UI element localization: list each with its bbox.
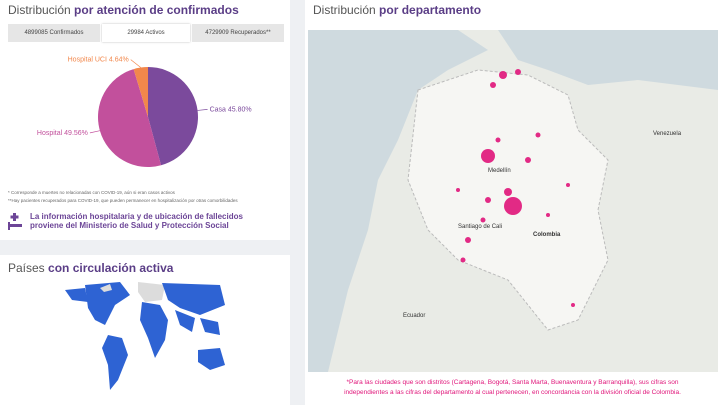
panel-title: Distribución por atención de confirmados xyxy=(8,3,239,17)
panel-title: Distribución por departamento xyxy=(313,3,481,17)
countries-panel: Países con circulación activa xyxy=(0,255,290,405)
banner-line: La información hospitalaria y de ubicaci… xyxy=(30,212,243,221)
panel-title: Países con circulación activa xyxy=(8,261,173,275)
title-light: Distribución xyxy=(313,3,376,17)
slice-value: 45.80% xyxy=(228,106,252,113)
map: Venezuela Medellín Colombia Santiago de … xyxy=(308,30,718,372)
slice-label: Hospital UCI 4.64% xyxy=(68,57,129,64)
title-bold: por atención de confirmados xyxy=(74,3,239,17)
title-light: Países xyxy=(8,261,45,275)
pie-chart: Casa 45.80% Hospital 49.56% Hospital UCI 4… xyxy=(37,57,252,167)
world-map xyxy=(65,282,225,390)
banner-line: proviene del Ministerio de Salud y Prote… xyxy=(30,221,229,230)
map-label: Santiago de Cali xyxy=(458,224,502,230)
department-panel: Distribución por departamento Venezuela … xyxy=(305,0,720,405)
slice-value: 49.56% xyxy=(64,130,88,137)
footnote-line: *Para las ciudades que son distritos (Ca… xyxy=(346,379,679,386)
map-label: Medellín xyxy=(488,168,511,174)
pie-slice xyxy=(133,67,148,117)
tab[interactable]: 4729909 Recuperados** xyxy=(192,24,284,42)
note: * Corresponde a muertes no relacionadas … xyxy=(8,190,175,195)
slice-value: 4.64% xyxy=(109,57,129,64)
slice-name: Hospital UCI xyxy=(68,57,107,64)
pie-slice xyxy=(148,67,198,166)
slice-label: Hospital 49.56% xyxy=(37,130,88,137)
note: **Hay pacientes recuperados para COVID-1… xyxy=(8,198,238,203)
footnote: *Para las ciudades que son distritos (Ca… xyxy=(310,378,715,398)
leader-line xyxy=(130,59,141,68)
slice-label: Casa 45.80% xyxy=(210,106,252,113)
map-label: Ecuador xyxy=(403,313,425,319)
slice-name: Casa xyxy=(210,106,226,113)
map-label: Colombia xyxy=(533,232,561,238)
tab-active[interactable]: 29984 Activos xyxy=(102,24,190,42)
title-bold: con circulación activa xyxy=(48,261,174,275)
attention-panel: Distribución por atención de confirmados… xyxy=(0,0,290,240)
title-bold: por departamento xyxy=(379,3,482,17)
pie-slice xyxy=(97,69,162,167)
banner: La información hospitalaria y de ubicaci… xyxy=(30,212,243,230)
slice-name: Hospital xyxy=(37,130,63,137)
leader-line xyxy=(197,109,208,111)
tab[interactable]: 4899085 Confirmados xyxy=(8,24,100,42)
title-light: Distribución xyxy=(8,3,71,17)
footnote-line: independientes a las cifras del departam… xyxy=(344,389,681,396)
leader-line xyxy=(89,130,100,134)
bed-icon xyxy=(8,213,22,230)
map-label: Venezuela xyxy=(653,131,682,137)
